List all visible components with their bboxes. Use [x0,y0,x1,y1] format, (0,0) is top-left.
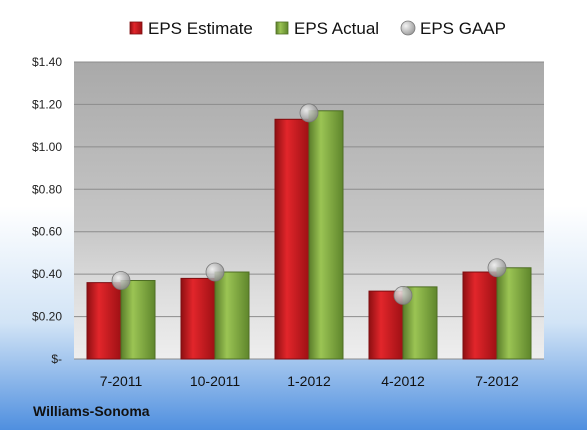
marker-eps-gaap [299,103,319,123]
legend-swatch-eps-estimate [129,21,143,35]
y-tick-label: $0.80 [32,182,62,196]
y-tick-label: $1.20 [32,97,62,111]
bar-eps-estimate [462,271,498,360]
bar-eps-estimate [274,118,310,360]
bar-eps-actual [308,110,344,360]
y-tick-label: $0.40 [32,267,62,281]
legend-label: EPS Actual [294,19,379,38]
legend-swatch-eps-actual [275,21,289,35]
y-tick-label: $1.40 [32,55,62,69]
company-label: Williams-Sonoma [33,403,150,419]
x-tick-label: 10-2011 [190,373,241,389]
y-tick-label: $0.60 [32,225,62,239]
bar-eps-estimate [180,277,216,360]
x-tick-label: 7-2011 [100,373,143,389]
x-tick-label: 4-2012 [381,373,425,389]
bar-eps-estimate [86,282,122,360]
y-tick-label: $- [51,352,62,366]
marker-eps-gaap [393,285,413,305]
y-axis-ticks: $- $0.20 $0.40 $0.60 $0.80 $1.00 $1.20 $1.40 [32,55,62,366]
marker-eps-gaap [205,262,225,282]
x-axis-ticks: 7-2011 10-2011 1-2012 4-2012 7-2012 [100,373,519,389]
legend: EPS Estimate EPS Actual EPS GAAP [129,19,506,38]
legend-swatch-gaap [400,20,416,36]
x-tick-label: 1-2012 [287,373,331,389]
legend-label: EPS GAAP [420,19,506,38]
x-tick-label: 7-2012 [475,373,519,389]
bars [86,103,532,360]
marker-eps-gaap [487,258,507,278]
bar-eps-actual [214,271,250,360]
bar-eps-actual [120,280,156,360]
bar-eps-actual [496,267,532,360]
y-tick-label: $1.00 [32,140,62,154]
legend-label: EPS Estimate [148,19,253,38]
marker-eps-gaap [111,271,131,290]
y-tick-label: $0.20 [32,310,62,324]
